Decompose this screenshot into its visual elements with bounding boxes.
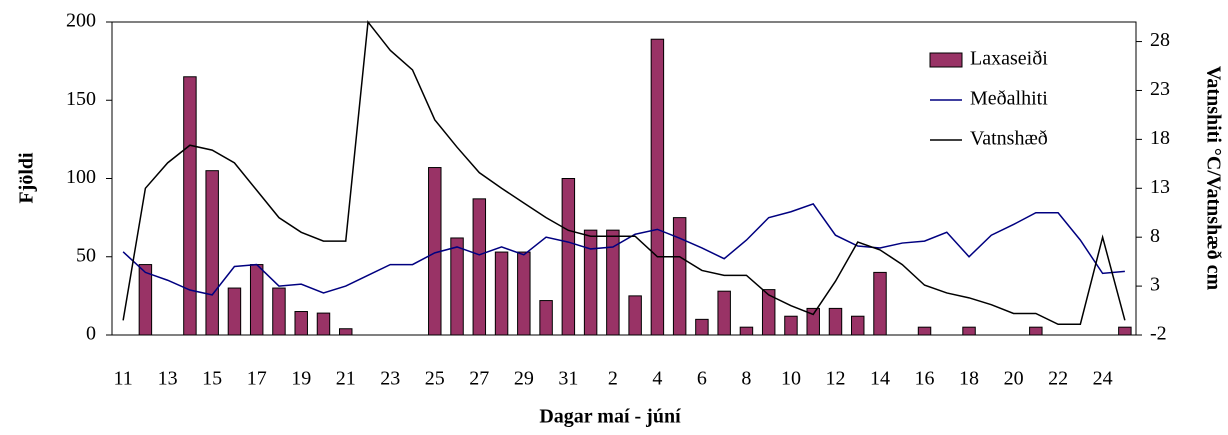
y-tick-label: 50 (76, 244, 96, 266)
x-tick-label: 12 (825, 368, 845, 390)
y-axis-title: Fjöldi (16, 152, 38, 204)
line (122, 203, 1125, 296)
x-tick-label: 17 (247, 368, 267, 390)
y-tick-label: 150 (66, 88, 96, 110)
bar (472, 198, 487, 336)
bar (450, 237, 464, 336)
bar (1118, 326, 1132, 336)
x-tick-label: 20 (1004, 368, 1024, 390)
legend-label: Meðalhiti (970, 88, 1048, 110)
bar (183, 76, 197, 336)
bar (316, 312, 331, 336)
x-tick-label: 19 (291, 368, 311, 390)
bar (650, 38, 665, 336)
x-tick-label: 27 (469, 368, 489, 390)
y2-tick-label: -2 (1150, 323, 1167, 345)
bar (494, 251, 509, 336)
y2-tick-label: 3 (1150, 274, 1160, 296)
bar (628, 295, 642, 336)
x-tick-label: 22 (1048, 368, 1068, 390)
bar (339, 328, 353, 336)
x-tick-label: 13 (158, 368, 178, 390)
bar (227, 287, 242, 336)
bar (205, 170, 219, 336)
x-tick-label: 4 (652, 368, 662, 390)
y2-tick-label: 8 (1150, 225, 1160, 247)
x-tick-label: 10 (781, 368, 801, 390)
bar (828, 307, 843, 336)
legend-label: Laxaseiði (970, 48, 1048, 70)
bar (1029, 326, 1043, 336)
legend-swatch (929, 52, 963, 68)
bar (561, 178, 576, 336)
bar (917, 326, 932, 336)
x-tick-label: 11 (113, 368, 132, 390)
bar (851, 315, 865, 336)
x-tick-label: 2 (608, 368, 618, 390)
y2-tick-label: 13 (1150, 176, 1170, 198)
bar (539, 300, 553, 336)
y-tick-label: 0 (86, 323, 96, 345)
legend-label: Vatnshæð (970, 128, 1048, 150)
x-tick-label: 15 (202, 368, 222, 390)
y2-tick-label: 18 (1150, 127, 1170, 149)
x-tick-label: 29 (514, 368, 534, 390)
bar (517, 251, 531, 336)
bar (606, 229, 620, 336)
bar (672, 217, 687, 336)
bar (739, 326, 754, 336)
x-tick-label: 21 (336, 368, 356, 390)
line (122, 20, 1126, 325)
x-axis-title: Dagar maí - júní (539, 406, 681, 428)
y-tick-label: 100 (66, 166, 96, 188)
x-tick-label: 23 (380, 368, 400, 390)
bar (138, 264, 153, 336)
x-tick-label: 25 (425, 368, 445, 390)
x-tick-label: 14 (870, 368, 890, 390)
bar (873, 271, 887, 336)
bar (583, 229, 598, 336)
bar (294, 311, 308, 336)
x-tick-label: 8 (741, 368, 751, 390)
y-tick-label: 200 (66, 10, 96, 32)
x-tick-label: 18 (959, 368, 979, 390)
y2-tick-label: 23 (1150, 78, 1170, 100)
plot-frame (111, 21, 1137, 336)
y2-tick-label: 28 (1150, 29, 1170, 51)
x-tick-label: 31 (558, 368, 578, 390)
bar (695, 318, 709, 336)
x-tick-label: 24 (1093, 368, 1113, 390)
bar (717, 290, 731, 336)
y2-axis-title: Vatnshiti °C/Vatnshæð cm (1202, 66, 1224, 291)
x-tick-label: 6 (697, 368, 707, 390)
bar (272, 287, 286, 336)
bar (249, 264, 264, 336)
bar (784, 315, 798, 336)
x-tick-label: 16 (915, 368, 935, 390)
bar (962, 326, 976, 336)
